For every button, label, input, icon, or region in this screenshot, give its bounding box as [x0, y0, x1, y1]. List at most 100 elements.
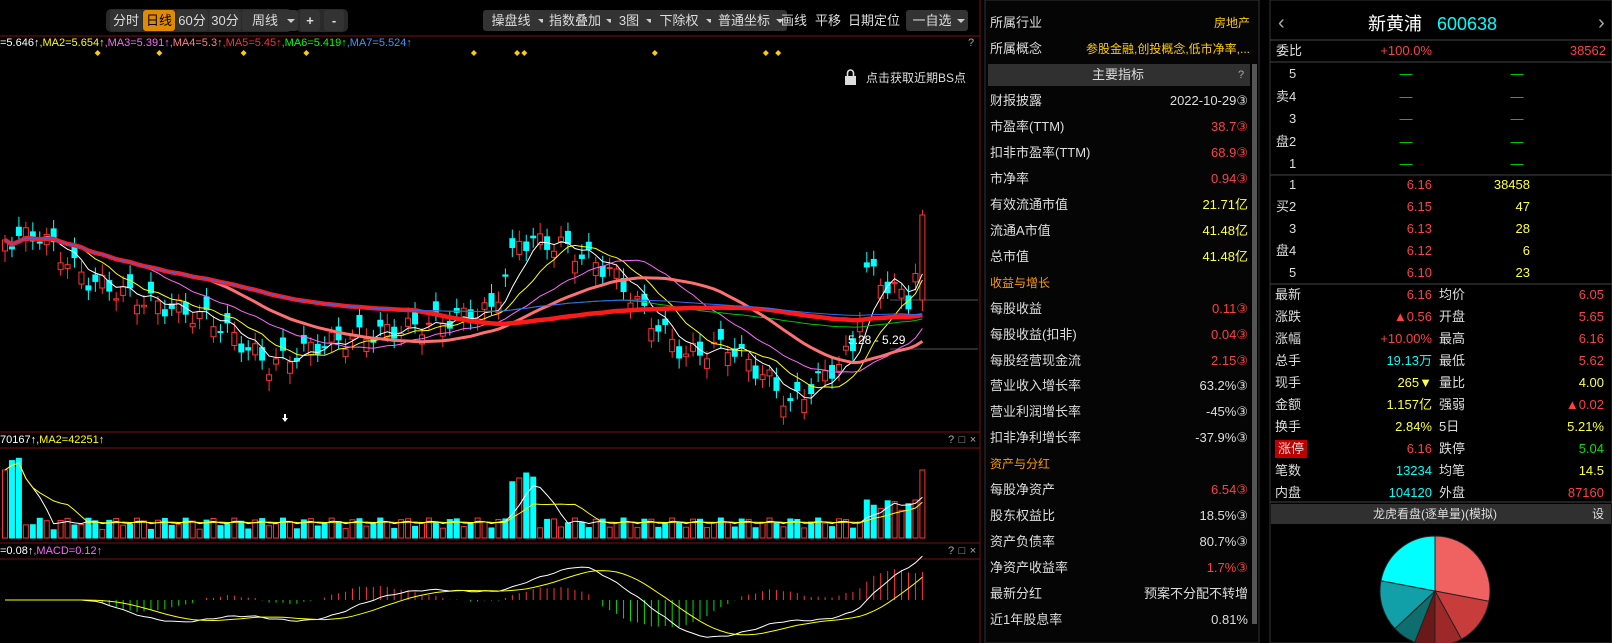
volume-bar: [530, 476, 537, 539]
candle: [57, 262, 64, 271]
candle: [530, 235, 537, 239]
period-button[interactable]: 30分: [209, 10, 241, 31]
volume-bar: [161, 517, 168, 539]
tool-button[interactable]: 平移: [814, 13, 841, 28]
volume-bar: [509, 481, 516, 539]
period-button[interactable]: 周线: [242, 10, 298, 31]
volume-bar: [551, 518, 558, 539]
stat-value: 1.157亿: [1386, 397, 1432, 412]
f10-section: 收益与增长: [990, 275, 1051, 290]
volume-bar: [307, 518, 314, 539]
stat-value: 5.21%: [1567, 419, 1604, 434]
f10-value: 0.81%: [1211, 612, 1248, 627]
candle: [849, 338, 856, 352]
f10-value: 38.7③: [1211, 118, 1248, 134]
signal-diamond: [303, 50, 310, 56]
f10-label: 营业收入增长率: [990, 378, 1082, 394]
volume-bar: [43, 520, 50, 539]
menu-button[interactable]: 下除权: [651, 10, 717, 31]
candle: [391, 326, 398, 339]
candle: [85, 285, 92, 291]
candle: [141, 304, 147, 308]
panel-control: ?: [947, 434, 955, 446]
stat-label: 最低: [1439, 353, 1466, 368]
stat-value: 6.16: [1406, 287, 1432, 302]
signal-diamond: [775, 50, 782, 56]
indicator-label: ,MACD=0.12↑: [33, 545, 103, 557]
stat-value: 5.62: [1578, 353, 1604, 368]
candle: [877, 284, 884, 299]
side-label: 买: [1276, 199, 1290, 214]
f10-panel: [984, 0, 1260, 643]
candle: [481, 302, 488, 310]
volume-bar: [592, 518, 599, 539]
watchlist-button[interactable]: 一自选: [906, 10, 968, 31]
candle: [92, 274, 99, 282]
volume-bar: [419, 522, 425, 539]
volume-bar: [787, 518, 794, 539]
period-button[interactable]: 分时: [110, 10, 142, 31]
candle: [238, 343, 245, 353]
stock-name: 新黄浦: [1368, 14, 1422, 34]
candle: [571, 260, 578, 274]
stat-label: 最高: [1439, 331, 1466, 346]
volume-bar: [154, 519, 161, 539]
menu-button[interactable]: 普通坐标: [711, 10, 787, 31]
candle: [175, 299, 182, 313]
zoom-button[interactable]: -: [324, 10, 344, 31]
menu-button[interactable]: 3图: [611, 10, 657, 31]
order-price: 6.13: [1406, 221, 1432, 236]
panel-control: □: [958, 545, 966, 557]
tool-button[interactable]: 画线: [780, 13, 807, 28]
zoom-button[interactable]: +: [300, 10, 320, 31]
candle: [808, 384, 815, 395]
pie-slice: [1434, 535, 1491, 602]
candle: [717, 328, 724, 340]
volume-bar: [106, 519, 113, 539]
signal-diamond: [762, 50, 769, 56]
tool-button[interactable]: 日期定位: [847, 13, 900, 28]
stat-label: 均价: [1439, 287, 1466, 302]
volume-bar: [259, 518, 266, 539]
menu-button[interactable]: 指数叠加: [543, 10, 617, 31]
side-label: 盘: [1276, 243, 1290, 258]
candle: [662, 318, 669, 325]
menu-button[interactable]: 操盘线: [483, 10, 549, 31]
order-price: —: [1399, 111, 1413, 126]
order-volume: 47: [1515, 199, 1530, 214]
order-price: 6.16: [1406, 177, 1432, 192]
volume-bar: [182, 517, 189, 539]
candle: [523, 241, 530, 251]
volume-bar: [92, 520, 99, 539]
candle: [558, 236, 564, 243]
order-volume: —: [1510, 156, 1524, 171]
volume-bar: [231, 517, 238, 539]
volume-bar: [453, 518, 460, 539]
moving-average: [4, 235, 923, 399]
period-button[interactable]: 日线: [143, 10, 175, 31]
lock-icon: [845, 76, 856, 85]
volume-bar: [898, 509, 905, 539]
candle: [919, 214, 926, 301]
f10-label: 有效流通市值: [990, 196, 1069, 212]
volume-bar: [683, 526, 690, 539]
volume-bar: [822, 522, 829, 539]
stat-value: ▲0.56: [1393, 309, 1432, 324]
stat-label: 强弱: [1439, 397, 1466, 412]
candle: [794, 381, 801, 392]
f10-label: 扣非净利增长率: [990, 430, 1082, 446]
volume-bar: [752, 527, 759, 539]
candle: [801, 399, 808, 414]
volume-bar: [578, 521, 585, 539]
f10-label: 每股收益: [990, 300, 1043, 316]
volume-bar: [815, 517, 822, 539]
signal-diamond: [651, 50, 658, 56]
f10-label: 每股净资产: [990, 482, 1056, 498]
candle: [759, 374, 766, 380]
stat-value: 19.13万: [1386, 353, 1432, 368]
volume-bar: [620, 517, 627, 539]
volume-bar: [370, 522, 377, 539]
period-button[interactable]: 60分: [176, 10, 208, 31]
f10-value: 21.71亿: [1202, 196, 1248, 212]
